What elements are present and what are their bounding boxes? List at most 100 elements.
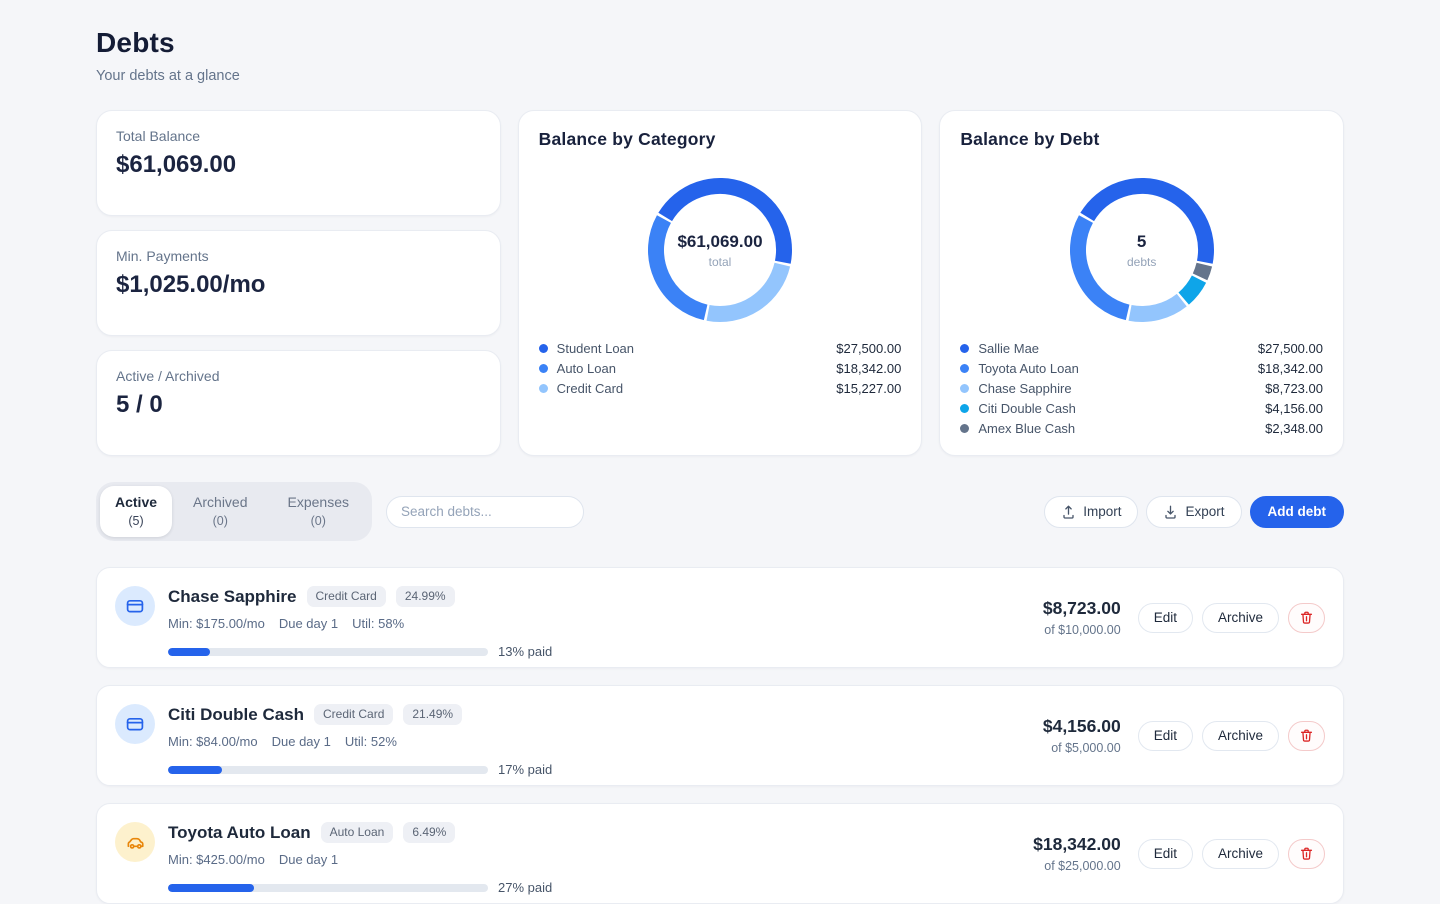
tab-archived[interactable]: Archived (0) <box>193 493 248 528</box>
export-button[interactable]: Export <box>1146 495 1242 528</box>
legend-dot <box>960 424 970 433</box>
progress-fill <box>168 647 210 656</box>
legend-row: Amex Blue Cash $2,348.00 <box>960 422 1323 435</box>
debt-name: Toyota Auto Loan <box>168 822 311 842</box>
debt-row-chase-sapphire: Chase Sapphire Credit Card 24.99% Min: $… <box>96 567 1344 668</box>
legend-dot <box>538 364 548 373</box>
category-badge: Auto Loan <box>320 822 394 843</box>
donut-center-value: 5 <box>1136 231 1147 251</box>
legend-dot <box>960 384 970 393</box>
delete-button[interactable] <box>1288 838 1325 869</box>
tab-active[interactable]: Active (5) <box>100 486 173 537</box>
legend-row: Chase Sapphire $8,723.00 <box>960 382 1323 395</box>
category-donut-chart: $61,069.00 total <box>645 175 795 325</box>
debt-limit: of $25,000.00 <box>1044 859 1121 873</box>
add-debt-button[interactable]: Add debt <box>1249 495 1344 528</box>
progress-fill <box>168 765 223 774</box>
balance-by-category-card: Balance by Category $61,069.00 total Stu… <box>517 110 923 456</box>
progress-bar <box>168 883 488 892</box>
car-icon <box>115 822 155 862</box>
legend-row: Toyota Auto Loan $18,342.00 <box>960 362 1323 375</box>
credit-card-icon <box>115 704 155 744</box>
stat-card-total-balance: Total Balance $61,069.00 <box>96 110 501 216</box>
debt-donut-chart: 5 debts <box>1067 175 1217 325</box>
debt-meta: Min: $84.00/mo Due day 1 Util: 52% <box>168 734 397 749</box>
legend-row: Citi Double Cash $4,156.00 <box>960 402 1323 415</box>
debt-list: Chase Sapphire Credit Card 24.99% Min: $… <box>96 567 1344 904</box>
stat-label: Min. Payments <box>116 248 209 264</box>
toolbar-actions: Import Export Add debt <box>1044 495 1344 528</box>
debt-balance: $4,156.00 <box>1042 716 1121 736</box>
archive-button[interactable]: Archive <box>1201 720 1279 751</box>
upload-icon <box>1063 505 1074 519</box>
import-button[interactable]: Import <box>1044 495 1139 528</box>
progress-label: 27% paid <box>498 880 553 895</box>
tab-bar: Active (5) Archived (0) Expenses (0) <box>96 482 372 541</box>
legend-dot <box>538 384 548 393</box>
donut-svg <box>1069 178 1214 322</box>
donut-svg <box>647 178 792 322</box>
category-badge: Credit Card <box>314 704 394 725</box>
debt-limit: of $10,000.00 <box>1044 623 1121 637</box>
search-input[interactable] <box>385 495 584 528</box>
chart-title: Balance by Debt <box>960 129 1100 149</box>
progress-fill <box>168 883 255 892</box>
legend-dot <box>960 364 970 373</box>
download-icon <box>1165 505 1177 519</box>
edit-button[interactable]: Edit <box>1137 838 1193 869</box>
debt-name: Chase Sapphire <box>168 586 297 606</box>
donut-center-label: debts <box>1126 254 1157 269</box>
debt-balance: $8,723.00 <box>1042 598 1121 618</box>
stats-column: Total Balance $61,069.00 Min. Payments $… <box>96 110 501 456</box>
page-subtitle: Your debts at a glance <box>96 68 240 84</box>
debt-meta: Min: $425.00/mo Due day 1 <box>168 852 339 867</box>
debt-name: Citi Double Cash <box>168 704 305 724</box>
progress-label: 13% paid <box>498 644 553 659</box>
toolbar: Active (5) Archived (0) Expenses (0) Imp… <box>96 482 1344 541</box>
delete-button[interactable] <box>1288 720 1325 751</box>
stat-value: 5 / 0 <box>116 391 163 418</box>
debt-balance: $18,342.00 <box>1033 834 1121 854</box>
trash-icon <box>1300 847 1313 860</box>
legend-dot <box>538 344 548 353</box>
stat-value: $61,069.00 <box>116 151 237 178</box>
stat-card-active-archived: Active / Archived 5 / 0 <box>96 350 501 456</box>
progress-bar <box>168 647 488 656</box>
credit-card-icon <box>115 586 155 626</box>
progress-label: 17% paid <box>498 762 553 777</box>
debt-meta: Min: $175.00/mo Due day 1 Util: 58% <box>168 616 405 631</box>
debt-row-citi-double-cash: Citi Double Cash Credit Card 21.49% Min:… <box>96 685 1344 786</box>
legend-dot <box>960 344 970 353</box>
stat-value: $1,025.00/mo <box>116 271 266 298</box>
debt-row-toyota-auto-loan: Toyota Auto Loan Auto Loan 6.49% Min: $4… <box>96 803 1344 904</box>
tab-expenses[interactable]: Expenses (0) <box>287 493 349 528</box>
summary-section: Total Balance $61,069.00 Min. Payments $… <box>96 110 1344 456</box>
apr-badge: 6.49% <box>403 822 456 843</box>
page-title: Debts <box>96 27 175 58</box>
donut-center-value: $61,069.00 <box>677 231 763 251</box>
archive-button[interactable]: Archive <box>1201 602 1279 633</box>
trash-icon <box>1300 611 1313 624</box>
archive-button[interactable]: Archive <box>1201 838 1279 869</box>
legend-dot <box>960 404 970 413</box>
legend-row: Auto Loan $18,342.00 <box>538 362 901 375</box>
category-legend: Student Loan $27,500.00 Auto Loan $18,34… <box>538 342 901 395</box>
legend-row: Student Loan $27,500.00 <box>538 342 901 355</box>
delete-button[interactable] <box>1288 602 1325 633</box>
stat-label: Active / Archived <box>116 368 220 384</box>
chart-title: Balance by Category <box>538 129 716 149</box>
apr-badge: 24.99% <box>395 586 455 607</box>
stat-card-min-payments: Min. Payments $1,025.00/mo <box>96 230 501 336</box>
apr-badge: 21.49% <box>403 704 463 725</box>
balance-by-debt-card: Balance by Debt 5 debts Sallie Mae $27,5… <box>939 110 1344 456</box>
progress-bar <box>168 765 488 774</box>
legend-row: Credit Card $15,227.00 <box>538 382 901 395</box>
donut-center-label: total <box>708 254 732 269</box>
legend-row: Sallie Mae $27,500.00 <box>960 342 1323 355</box>
edit-button[interactable]: Edit <box>1137 602 1193 633</box>
debt-legend: Sallie Mae $27,500.00 Toyota Auto Loan $… <box>960 342 1323 435</box>
stat-label: Total Balance <box>116 128 201 144</box>
debts-page: Debts Your debts at a glance Total Balan… <box>96 0 1344 904</box>
edit-button[interactable]: Edit <box>1137 720 1193 751</box>
debt-limit: of $5,000.00 <box>1051 741 1121 755</box>
